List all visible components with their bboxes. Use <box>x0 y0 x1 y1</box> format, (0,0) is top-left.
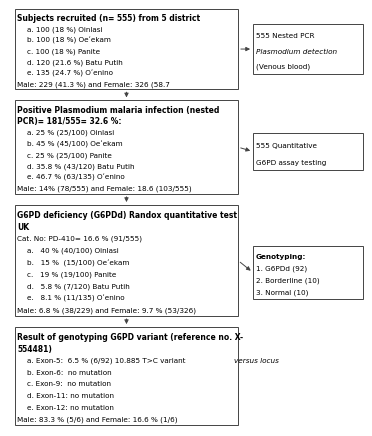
Text: c. Exon-9:  no mutation: c. Exon-9: no mutation <box>27 382 111 388</box>
Text: UK: UK <box>17 223 30 232</box>
Text: PCR)= 181/555= 32.6 %:: PCR)= 181/555= 32.6 %: <box>17 117 122 126</box>
Text: e. 135 (24.7 %) Oʼenino: e. 135 (24.7 %) Oʼenino <box>27 70 113 77</box>
Bar <box>15 327 238 425</box>
Text: Plasmodium detection: Plasmodium detection <box>256 49 337 55</box>
Bar <box>253 133 363 170</box>
Text: e.   8.1 % (11/135) Oʼenino: e. 8.1 % (11/135) Oʼenino <box>27 295 124 303</box>
Text: c. 25 % (25/100) Panite: c. 25 % (25/100) Panite <box>27 152 112 159</box>
Text: d. 120 (21.6 %) Batu Putih: d. 120 (21.6 %) Batu Putih <box>27 59 122 66</box>
Text: d. 35.8 % (43/120) Batu Putih: d. 35.8 % (43/120) Batu Putih <box>27 163 134 170</box>
Text: Male: 229 (41.3 %) and Female: 326 (58.7: Male: 229 (41.3 %) and Female: 326 (58.7 <box>17 81 170 88</box>
Text: Male: 14% (78/555) and Female: 18.6 (103/555): Male: 14% (78/555) and Female: 18.6 (103… <box>17 186 192 192</box>
Text: 1. G6PDd (92): 1. G6PDd (92) <box>256 266 307 272</box>
Text: (Venous blood): (Venous blood) <box>256 64 310 71</box>
Text: 2. Borderline (10): 2. Borderline (10) <box>256 278 319 284</box>
Text: 555 Nested PCR: 555 Nested PCR <box>256 34 314 39</box>
Text: b.   15 %  (15/100) Oeʼekam: b. 15 % (15/100) Oeʼekam <box>27 259 129 267</box>
Text: e. Exon-12: no mutation: e. Exon-12: no mutation <box>27 405 114 411</box>
Bar <box>15 205 238 316</box>
Bar <box>15 100 238 194</box>
Text: Positive Plasmodium malaria infection (nested: Positive Plasmodium malaria infection (n… <box>17 106 220 115</box>
Bar <box>253 24 363 74</box>
Text: b. Exon-6:  no mutation: b. Exon-6: no mutation <box>27 370 111 376</box>
Bar <box>253 246 363 299</box>
Text: e. 46.7 % (63/135) Oʼenino: e. 46.7 % (63/135) Oʼenino <box>27 174 125 181</box>
Text: Cat. No: PD-410= 16.6 % (91/555): Cat. No: PD-410= 16.6 % (91/555) <box>17 236 142 242</box>
Text: d. Exon-11: no mutation: d. Exon-11: no mutation <box>27 393 114 399</box>
Text: G6PD assay testing: G6PD assay testing <box>256 160 326 166</box>
Text: Male: 6.8 % (38/229) and Female: 9.7 % (53/326): Male: 6.8 % (38/229) and Female: 9.7 % (… <box>17 307 196 314</box>
Text: Result of genotyping G6PD variant (reference no. X-: Result of genotyping G6PD variant (refer… <box>17 333 244 342</box>
Text: Subjects recruited (n= 555) from 5 district: Subjects recruited (n= 555) from 5 distr… <box>17 14 201 23</box>
Text: Genotyping:: Genotyping: <box>256 254 306 260</box>
Bar <box>15 9 238 89</box>
Text: versus locus: versus locus <box>234 358 279 364</box>
Text: 3. Normal (10): 3. Normal (10) <box>256 290 308 296</box>
Text: G6PD deficiency (G6PDd) Randox quantitative test: G6PD deficiency (G6PDd) Randox quantitat… <box>17 211 237 220</box>
Text: b. 45 % (45/100) Oeʼekam: b. 45 % (45/100) Oeʼekam <box>27 140 122 148</box>
Text: b. 100 (18 %) Oeʼekam: b. 100 (18 %) Oeʼekam <box>27 37 110 44</box>
Text: c. 100 (18 %) Panite: c. 100 (18 %) Panite <box>27 48 100 55</box>
Text: a.   40 % (40/100) Oinlasi: a. 40 % (40/100) Oinlasi <box>27 248 119 254</box>
Text: Male: 83.3 % (5/6) and Female: 16.6 % (1/6): Male: 83.3 % (5/6) and Female: 16.6 % (1… <box>17 416 178 423</box>
Text: 554481): 554481) <box>17 345 52 354</box>
Text: a. Exon-5:  6.5 % (6/92) 10.885 T>C variant: a. Exon-5: 6.5 % (6/92) 10.885 T>C varia… <box>27 358 187 364</box>
Text: d.   5.8 % (7/120) Batu Putih: d. 5.8 % (7/120) Batu Putih <box>27 284 129 290</box>
Text: a. 100 (18 %) Oinlasi: a. 100 (18 %) Oinlasi <box>27 27 102 33</box>
Text: 555 Quantitative: 555 Quantitative <box>256 143 317 149</box>
Text: a. 25 % (25/100) Oinlasi: a. 25 % (25/100) Oinlasi <box>27 129 114 136</box>
Text: c.   19 % (19/100) Panite: c. 19 % (19/100) Panite <box>27 272 116 278</box>
